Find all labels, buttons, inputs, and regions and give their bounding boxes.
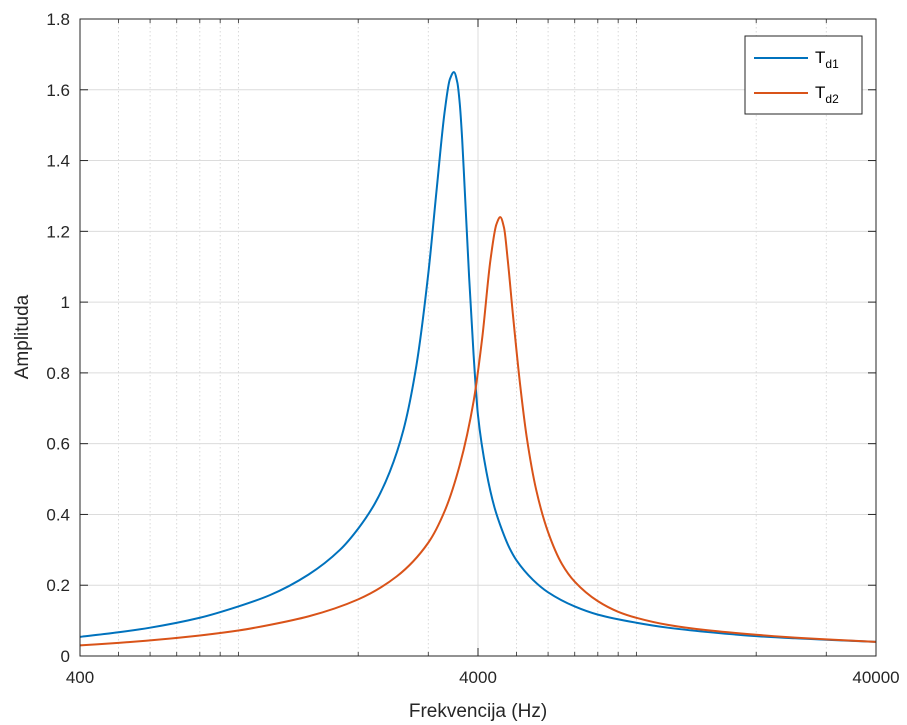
legend-label-td2: Td2: [815, 83, 839, 106]
series-line-td2: [79, 216, 877, 647]
y-tick-label: 1.4: [46, 152, 70, 171]
legend-label-td1-main: T: [815, 48, 825, 67]
legend: Td1 Td2: [744, 35, 863, 115]
legend-label-td2-sub: d2: [825, 92, 839, 106]
y-tick-label: 0.8: [46, 364, 70, 383]
y-tick-label: 1.8: [46, 10, 70, 29]
legend-label-td1: Td1: [815, 48, 839, 71]
x-tick-label: 4000: [459, 668, 497, 687]
y-tick-label: 0.4: [46, 505, 70, 524]
legend-label-td1-sub: d1: [825, 57, 839, 71]
axis-ticks: [79, 18, 877, 657]
x-tick-label: 400: [66, 668, 94, 687]
tick-labels: 400 4000 40000 0 0.2 0.4 0.6 0.8 1 1.2 1.4 1.6 1.8: [46, 10, 899, 687]
y-axis-title: Amplituda: [12, 294, 33, 379]
y-tick-label: 0.6: [46, 435, 70, 454]
y-tick-label: 1.2: [46, 222, 70, 241]
legend-label-td2-main: T: [815, 83, 825, 102]
y-tick-label: 0.2: [46, 576, 70, 595]
series-layer: [79, 71, 877, 647]
y-tick-label: 1.6: [46, 81, 70, 100]
x-tick-label: 40000: [852, 668, 899, 687]
x-axis-title: Frekvencija (Hz): [409, 701, 547, 722]
legend-box: [744, 35, 863, 115]
y-tick-label: 1: [61, 293, 70, 312]
y-tick-label: 0: [61, 647, 70, 666]
series-line-td1: [79, 71, 877, 643]
